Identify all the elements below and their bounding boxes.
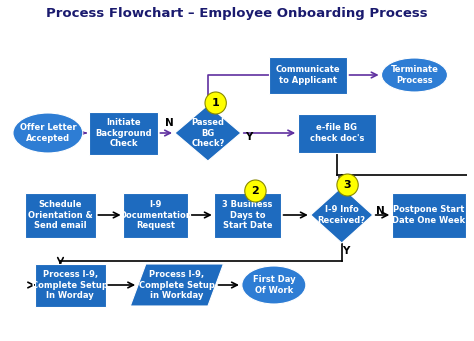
FancyBboxPatch shape — [35, 264, 106, 307]
Text: Offer Letter
Accepted: Offer Letter Accepted — [19, 123, 76, 143]
Text: Process I-9,
Complete Setup
in Workday: Process I-9, Complete Setup in Workday — [139, 270, 215, 300]
FancyBboxPatch shape — [25, 193, 96, 237]
Text: 3 Business
Days to
Start Date: 3 Business Days to Start Date — [222, 200, 273, 230]
FancyBboxPatch shape — [392, 193, 466, 237]
FancyBboxPatch shape — [89, 112, 158, 154]
Text: Process I-9,
Complete Setup
In Worday: Process I-9, Complete Setup In Worday — [32, 270, 108, 300]
Text: Terminate
Process: Terminate Process — [391, 65, 438, 85]
FancyBboxPatch shape — [298, 114, 376, 152]
Text: 1: 1 — [212, 98, 219, 108]
Text: Passed
BG
Check?: Passed BG Check? — [191, 118, 225, 148]
Polygon shape — [175, 105, 241, 161]
FancyBboxPatch shape — [269, 57, 347, 93]
Polygon shape — [311, 187, 373, 243]
Text: Y: Y — [342, 246, 349, 256]
Circle shape — [337, 174, 358, 196]
Text: I-9
Documentation
Request: I-9 Documentation Request — [119, 200, 192, 230]
Text: Communicate
to Applicant: Communicate to Applicant — [275, 65, 340, 85]
Text: First Day
Of Work: First Day Of Work — [253, 275, 295, 295]
Text: 2: 2 — [252, 186, 259, 196]
FancyBboxPatch shape — [123, 193, 188, 237]
Circle shape — [205, 92, 226, 114]
Text: I-9 Info
Received?: I-9 Info Received? — [318, 205, 366, 225]
FancyBboxPatch shape — [214, 193, 281, 237]
Circle shape — [245, 180, 266, 202]
Text: N: N — [165, 118, 173, 128]
Polygon shape — [130, 264, 223, 306]
Text: Initiate
Background
Check: Initiate Background Check — [95, 118, 152, 148]
Text: Y: Y — [245, 132, 252, 142]
Text: Schedule
Orientation &
Send email: Schedule Orientation & Send email — [28, 200, 93, 230]
Ellipse shape — [242, 266, 306, 304]
Text: Process Flowchart – Employee Onboarding Process: Process Flowchart – Employee Onboarding … — [46, 8, 428, 20]
Text: e-file BG
check doc's: e-file BG check doc's — [310, 123, 364, 143]
Text: N: N — [376, 206, 385, 216]
Text: Postpone Start
Date One Week: Postpone Start Date One Week — [392, 205, 465, 225]
Ellipse shape — [13, 113, 83, 153]
Ellipse shape — [382, 58, 447, 92]
Text: 3: 3 — [344, 180, 351, 190]
